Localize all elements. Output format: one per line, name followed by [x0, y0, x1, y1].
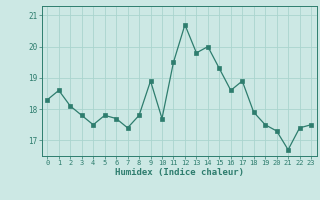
X-axis label: Humidex (Indice chaleur): Humidex (Indice chaleur) — [115, 168, 244, 177]
